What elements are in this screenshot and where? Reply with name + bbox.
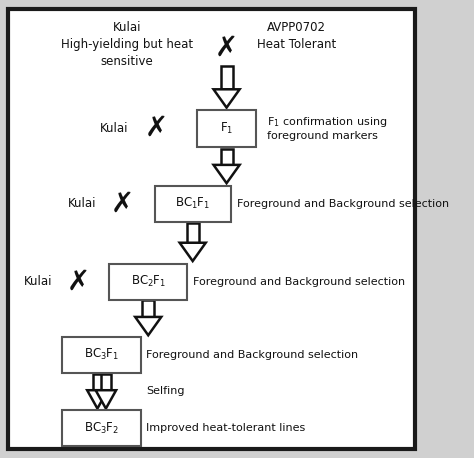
Text: F$_1$ confirmation using
foreground markers: F$_1$ confirmation using foreground mark…: [267, 115, 387, 142]
Text: ✗: ✗: [111, 190, 135, 218]
FancyBboxPatch shape: [63, 337, 141, 373]
Text: F$_1$: F$_1$: [220, 121, 233, 136]
Polygon shape: [187, 223, 199, 243]
Text: BC$_3$F$_1$: BC$_3$F$_1$: [84, 348, 119, 362]
Polygon shape: [221, 66, 233, 89]
Polygon shape: [135, 317, 161, 335]
Polygon shape: [87, 390, 108, 409]
Text: BC$_2$F$_1$: BC$_2$F$_1$: [130, 274, 166, 289]
Text: Foreground and Background selection: Foreground and Background selection: [193, 277, 405, 287]
Text: Foreground and Background selection: Foreground and Background selection: [237, 199, 449, 209]
FancyBboxPatch shape: [109, 264, 187, 300]
Polygon shape: [213, 165, 240, 183]
Text: Improved heat-tolerant lines: Improved heat-tolerant lines: [146, 423, 305, 433]
Text: BC$_1$F$_1$: BC$_1$F$_1$: [175, 196, 210, 211]
Polygon shape: [101, 374, 110, 390]
Text: BC$_3$F$_2$: BC$_3$F$_2$: [84, 421, 119, 436]
FancyBboxPatch shape: [197, 110, 256, 147]
Text: Kulai: Kulai: [24, 275, 52, 288]
Text: ✗: ✗: [145, 114, 168, 142]
Text: Selfing: Selfing: [146, 386, 184, 396]
Polygon shape: [180, 243, 206, 261]
FancyBboxPatch shape: [155, 186, 231, 222]
Polygon shape: [213, 89, 240, 108]
Text: Kulai: Kulai: [100, 122, 128, 135]
FancyBboxPatch shape: [63, 410, 141, 446]
Text: Foreground and Background selection: Foreground and Background selection: [146, 350, 358, 360]
Text: AVPP0702
Heat Tolerant: AVPP0702 Heat Tolerant: [257, 21, 336, 51]
Polygon shape: [142, 300, 154, 317]
Text: Kulai: Kulai: [68, 197, 97, 210]
Polygon shape: [96, 390, 116, 409]
Text: ✗: ✗: [215, 34, 238, 62]
Polygon shape: [93, 374, 102, 390]
Polygon shape: [221, 149, 233, 165]
Text: Kulai
High-yielding but heat
sensitive: Kulai High-yielding but heat sensitive: [61, 21, 193, 68]
FancyBboxPatch shape: [9, 9, 415, 449]
Text: ✗: ✗: [67, 267, 90, 296]
